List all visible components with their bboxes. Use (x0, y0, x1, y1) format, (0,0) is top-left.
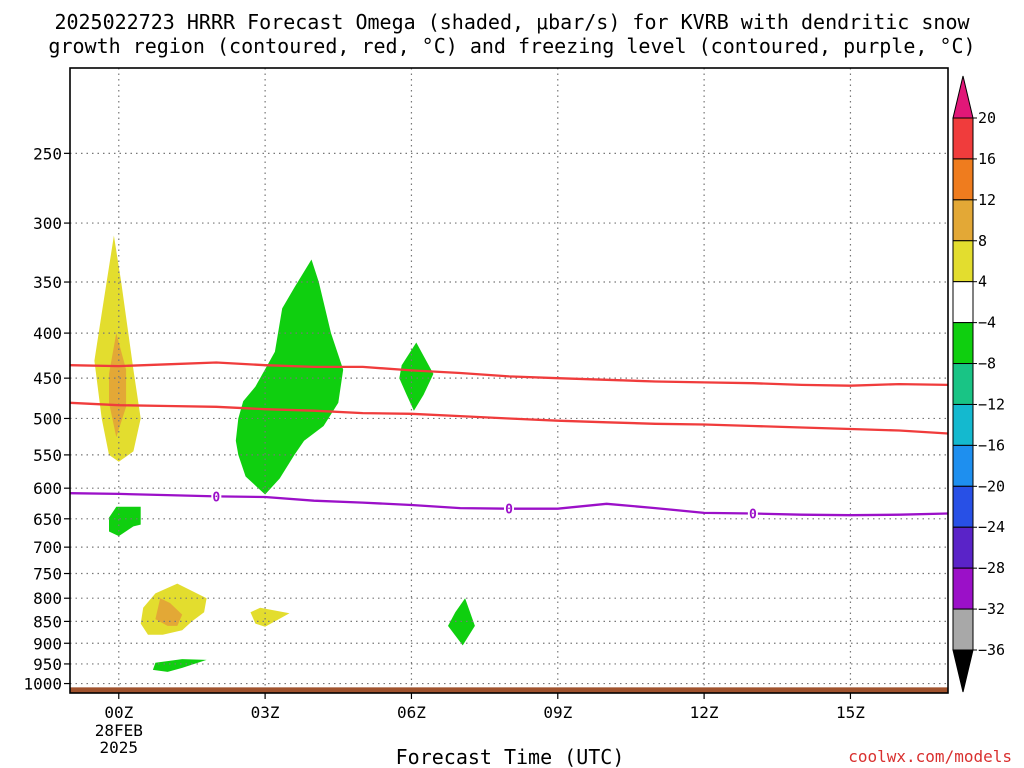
omega-colorbar: 20 16 12 8 4 −4 −8 −12 −16 −20 −24 −28 −32 −36 (952, 75, 1005, 693)
y-tick-label: 650 (33, 510, 62, 529)
x-tick-label: 06Z (397, 703, 426, 722)
y-tick-label: 350 (33, 273, 62, 292)
x-tick-date-label: 2025 (100, 738, 139, 757)
colorbar-bottom-arrow (952, 649, 974, 693)
colorbar-swatch (952, 444, 974, 487)
colorbar-label: −4 (978, 314, 996, 332)
x-tick-date-label: 28FEB (95, 721, 143, 740)
colorbar-label: 16 (978, 150, 996, 168)
colorbar-label: −16 (978, 436, 1005, 454)
contour-label-background (211, 489, 222, 504)
colorbar-swatch (952, 485, 974, 528)
colorbar-label: 8 (978, 232, 987, 250)
omega-positive-8-12-region (109, 333, 127, 438)
colorbar-swatch (952, 281, 974, 324)
x-tick-label: 00Z (104, 703, 133, 722)
dendritic-upper-contour (70, 361, 948, 387)
y-tick-label: 500 (33, 409, 62, 428)
plot-frame (69, 67, 949, 694)
colorbar-swatch (952, 363, 974, 405)
y-tick-label: 800 (33, 589, 62, 608)
x-tick-label: 15Z (836, 703, 865, 722)
colorbar-label: 12 (978, 191, 996, 209)
y-tick-label: 450 (33, 369, 62, 388)
grid-layer (70, 68, 948, 693)
y-tick-label: 850 (33, 612, 62, 631)
y-tick-label: 750 (33, 565, 62, 584)
x-tick-label: 03Z (251, 703, 280, 722)
colorbar-label: −20 (978, 477, 1005, 495)
y-tick-label: 250 (33, 144, 62, 163)
colorbar-swatch (952, 403, 974, 446)
contour-labels: 0 0 0 (211, 489, 758, 522)
colorbar-label: −32 (978, 600, 1005, 618)
y-tick-label: 600 (33, 479, 62, 498)
colorbar-swatch (952, 322, 974, 365)
x-axis-label: Forecast Time (UTC) (396, 745, 625, 768)
colorbar-swatch (952, 117, 974, 160)
y-tick-label: 700 (33, 538, 62, 557)
omega-positive-4-8-region (250, 607, 290, 627)
omega-negative-4-8-region (235, 259, 344, 495)
colorbar-swatch (952, 240, 974, 283)
y-tick-label: 300 (33, 214, 62, 233)
y-tick-label: 400 (33, 324, 62, 343)
x-tick-label: 09Z (543, 703, 572, 722)
ground-surface (70, 687, 948, 693)
y-tick-label: 950 (33, 655, 62, 674)
y-tick-label: 550 (33, 446, 62, 465)
colorbar-swatch (952, 526, 974, 569)
contour-label: 0 (212, 490, 220, 505)
omega-negative-4-8-region (399, 342, 434, 411)
contour-label: 0 (749, 507, 757, 522)
y-tick-label: 900 (33, 634, 62, 653)
colorbar-label: −8 (978, 355, 996, 373)
colorbar-label: −28 (978, 559, 1005, 577)
colorbar-label: −24 (978, 518, 1005, 536)
contour-label: 0 (505, 503, 513, 518)
dendritic-lower-contour (70, 401, 948, 435)
colorbar-label: 20 (978, 109, 996, 127)
colorbar-swatch (952, 199, 974, 242)
x-tick-label: 12Z (690, 703, 719, 722)
y-tick-label: 1000 (23, 675, 62, 694)
colorbar-label: −36 (978, 641, 1005, 659)
colorbar-swatch (952, 567, 974, 610)
chart-title-line-1: 2025022723 HRRR Forecast Omega (shaded, … (54, 10, 970, 34)
y-axis-pressure-ticks: 250 300 350 400 450 500 550 600 650 700 750 800 850 9… (23, 144, 70, 694)
colorbar-swatch (952, 608, 974, 651)
colorbar-swatch (952, 158, 974, 201)
chart-title-line-2: growth region (contoured, red, °C) and f… (48, 34, 975, 58)
colorbar-top-arrow (952, 75, 974, 119)
contour-label-background (504, 501, 514, 516)
omega-positive-8-12-region (155, 598, 183, 626)
colorbar-label: 4 (978, 273, 987, 291)
omega-negative-4-8-region (109, 506, 141, 537)
credit-text: coolwx.com/models (848, 747, 1012, 766)
colorbar-label: −12 (978, 395, 1005, 413)
plot-area (70, 68, 948, 693)
contour-label-background (747, 506, 758, 521)
omega-negative-4-8-region (152, 659, 207, 672)
